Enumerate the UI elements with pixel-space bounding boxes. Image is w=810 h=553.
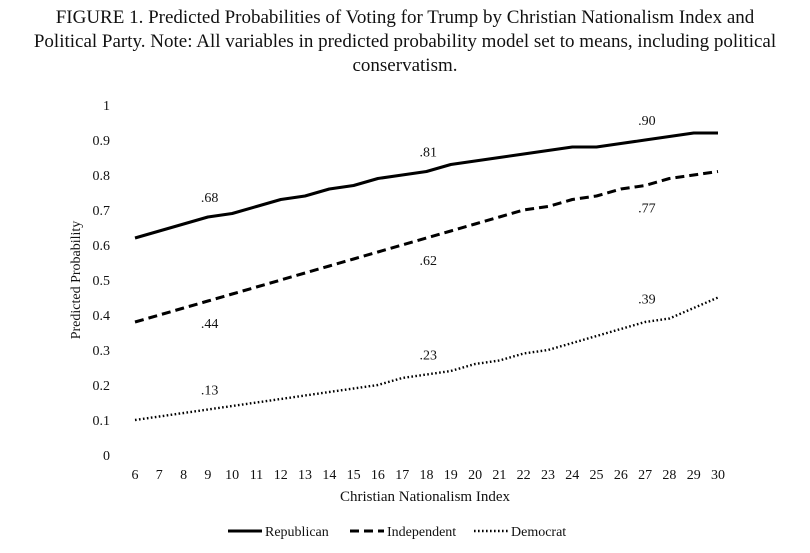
x-tick-label: 18 xyxy=(420,468,434,483)
y-axis-label: Predicted Probability xyxy=(69,221,84,340)
x-tick-label: 10 xyxy=(225,468,239,483)
x-tick-label: 17 xyxy=(395,468,409,483)
series-line-republican xyxy=(134,131,718,240)
x-tick-label: 29 xyxy=(687,468,701,483)
y-tick-label: 0.5 xyxy=(93,274,111,289)
series-line-independent xyxy=(134,170,719,324)
y-tick-label: 0.4 xyxy=(93,309,111,324)
x-tick-label: 7 xyxy=(156,468,163,483)
legend: Republican Independent Democrat xyxy=(228,525,566,540)
y-tick-label: 0 xyxy=(103,449,110,464)
x-axis-label: Christian Nationalism Index xyxy=(340,489,510,505)
x-tick-label: 27 xyxy=(638,468,652,483)
data-labels: .68 .81 .90 .44 .62 .77 .13 .23 .39 xyxy=(201,114,656,399)
x-tick-label: 19 xyxy=(444,468,458,483)
legend-label-democrat: Democrat xyxy=(511,525,566,540)
y-axis-ticks: 0 0.1 0.2 0.3 0.4 0.5 0.6 0.7 0.8 0.9 1 xyxy=(93,99,111,464)
x-tick-label: 12 xyxy=(274,468,288,483)
x-tick-label: 16 xyxy=(371,468,385,483)
x-tick-label: 11 xyxy=(250,468,263,483)
title-line-1: FIGURE 1. Predicted Probabilities of Vot… xyxy=(55,7,755,28)
x-tick-label: 30 xyxy=(711,468,725,483)
data-label: .68 xyxy=(201,191,219,206)
x-tick-label: 15 xyxy=(347,468,361,483)
y-tick-label: 0.9 xyxy=(93,134,111,149)
title-line-3: conservatism. xyxy=(352,55,458,76)
x-axis-ticks: 6 7 8 9 10 11 12 13 14 15 16 17 18 19 20 21 22 23 24 25 26 27… xyxy=(132,468,726,483)
x-tick-label: 22 xyxy=(517,468,531,483)
y-tick-label: 0.6 xyxy=(93,239,111,254)
y-tick-label: 0.3 xyxy=(93,344,111,359)
title-line-2: Political Party. Note: All variables in … xyxy=(33,31,777,52)
series-lines xyxy=(134,131,719,422)
x-tick-label: 14 xyxy=(322,468,336,483)
data-label: .90 xyxy=(638,114,656,129)
x-tick-label: 24 xyxy=(565,468,579,483)
x-tick-label: 8 xyxy=(180,468,187,483)
x-tick-label: 26 xyxy=(614,468,628,483)
legend-label-independent: Independent xyxy=(387,525,456,540)
y-tick-label: 0.7 xyxy=(93,204,111,219)
data-label: .62 xyxy=(420,254,438,269)
x-tick-label: 20 xyxy=(468,468,482,483)
x-tick-label: 9 xyxy=(204,468,211,483)
data-label: .39 xyxy=(638,293,656,308)
data-label: .81 xyxy=(420,146,438,161)
x-tick-label: 21 xyxy=(492,468,506,483)
y-tick-label: 0.1 xyxy=(93,414,111,429)
legend-label-republican: Republican xyxy=(265,525,329,540)
data-label: .23 xyxy=(420,349,438,364)
x-tick-label: 23 xyxy=(541,468,555,483)
data-label: .77 xyxy=(638,202,656,217)
x-tick-label: 25 xyxy=(590,468,604,483)
data-label: .44 xyxy=(201,317,219,332)
data-label: .13 xyxy=(201,384,219,399)
x-tick-label: 28 xyxy=(662,468,676,483)
y-tick-label: 0.2 xyxy=(93,379,111,394)
x-tick-label: 13 xyxy=(298,468,312,483)
y-tick-label: 0.8 xyxy=(93,169,111,184)
chart-title: FIGURE 1. Predicted Probabilities of Vot… xyxy=(0,6,810,78)
x-tick-label: 6 xyxy=(132,468,139,483)
y-tick-label: 1 xyxy=(103,99,110,114)
